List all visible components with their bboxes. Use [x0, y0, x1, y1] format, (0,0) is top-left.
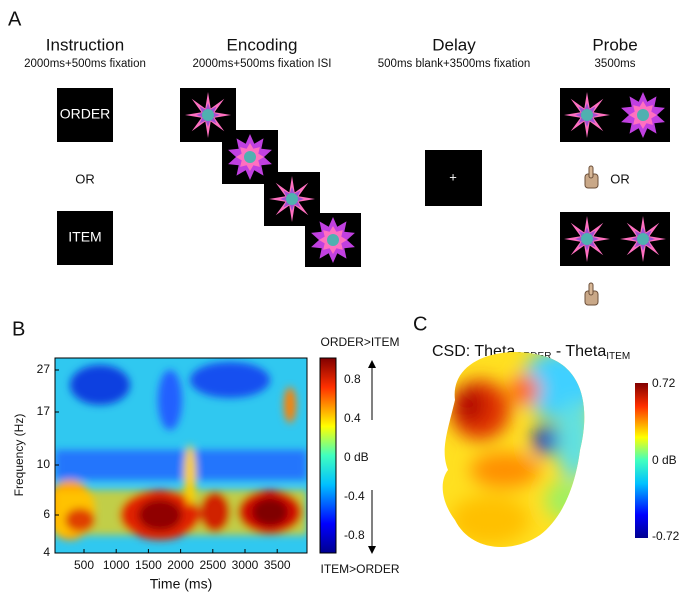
- colorbar-tick-label: 0.72: [652, 376, 676, 390]
- instruction-text: ITEM: [68, 229, 101, 245]
- instruction-screen: [57, 88, 113, 142]
- colorbar-tick-label: -0.4: [344, 489, 365, 503]
- stimulus-center: [637, 233, 649, 245]
- arrow-head: [368, 360, 376, 368]
- x-tick-label: 1000: [103, 558, 130, 572]
- panel-label: C: [413, 313, 427, 335]
- title-subscript: ITEM: [606, 351, 630, 362]
- colorbar-tick-label: 0 dB: [344, 450, 369, 464]
- fixation-cross: +: [449, 169, 457, 184]
- x-tick-label: 2000: [167, 558, 194, 572]
- colorbar-tick-label: -0.8: [344, 528, 365, 542]
- stimulus-center: [581, 109, 593, 121]
- or-text: OR: [610, 171, 630, 186]
- title-part: - Theta: [551, 343, 606, 360]
- colorbar-tick-label: 0.8: [344, 372, 361, 386]
- stimulus-center: [244, 151, 256, 163]
- y-tick-label: 27: [37, 362, 51, 376]
- x-tick-label: 500: [74, 558, 94, 572]
- colorbar: [635, 383, 648, 538]
- stimulus-center: [327, 234, 339, 246]
- colorbar-tick-label: 0 dB: [652, 453, 677, 467]
- spectrogram: [55, 358, 307, 553]
- column-subtitle: 500ms blank+3500ms fixation: [378, 58, 530, 70]
- stimulus-center: [202, 109, 214, 121]
- x-tick-label: 3000: [232, 558, 259, 572]
- hand-icon: [584, 165, 599, 189]
- contrast-label: ITEM>ORDER: [320, 562, 399, 576]
- column-title: Probe: [592, 35, 637, 54]
- panel-label: B: [12, 318, 25, 340]
- panel-label: A: [8, 8, 22, 30]
- instruction-screen: [57, 211, 113, 265]
- instruction-text: ORDER: [60, 106, 111, 122]
- hand-icon: [584, 282, 599, 306]
- or-text: OR: [75, 171, 95, 186]
- column-subtitle: 2000ms+500ms fixation: [24, 58, 146, 70]
- column-subtitle: 3500ms: [595, 58, 636, 70]
- x-tick-label: 1500: [135, 558, 162, 572]
- colorbar-tick-label: -0.72: [652, 529, 680, 543]
- arrow-head: [368, 546, 376, 554]
- stimulus-center: [581, 233, 593, 245]
- column-title: Encoding: [227, 35, 298, 54]
- contrast-label: ORDER>ITEM: [320, 335, 399, 349]
- stimulus-center: [637, 109, 649, 121]
- x-tick-label: 2500: [199, 558, 226, 572]
- x-axis-title: Time (ms): [150, 576, 212, 592]
- delay-screen: [425, 150, 482, 206]
- y-tick-label: 4: [43, 545, 50, 559]
- y-tick-label: 6: [43, 507, 50, 521]
- column-subtitle: 2000ms+500ms fixation ISI: [192, 58, 331, 70]
- colorbar-tick-label: 0.4: [344, 411, 361, 425]
- x-tick-label: 3500: [264, 558, 291, 572]
- head-topography: [442, 352, 585, 547]
- column-title: Delay: [432, 35, 476, 54]
- colorbar: [319, 357, 337, 554]
- column-title: Instruction: [46, 35, 124, 54]
- stimulus-center: [286, 193, 298, 205]
- y-axis-title: Frequency (Hz): [12, 414, 26, 497]
- y-tick-label: 10: [37, 457, 51, 471]
- y-tick-label: 17: [37, 404, 51, 418]
